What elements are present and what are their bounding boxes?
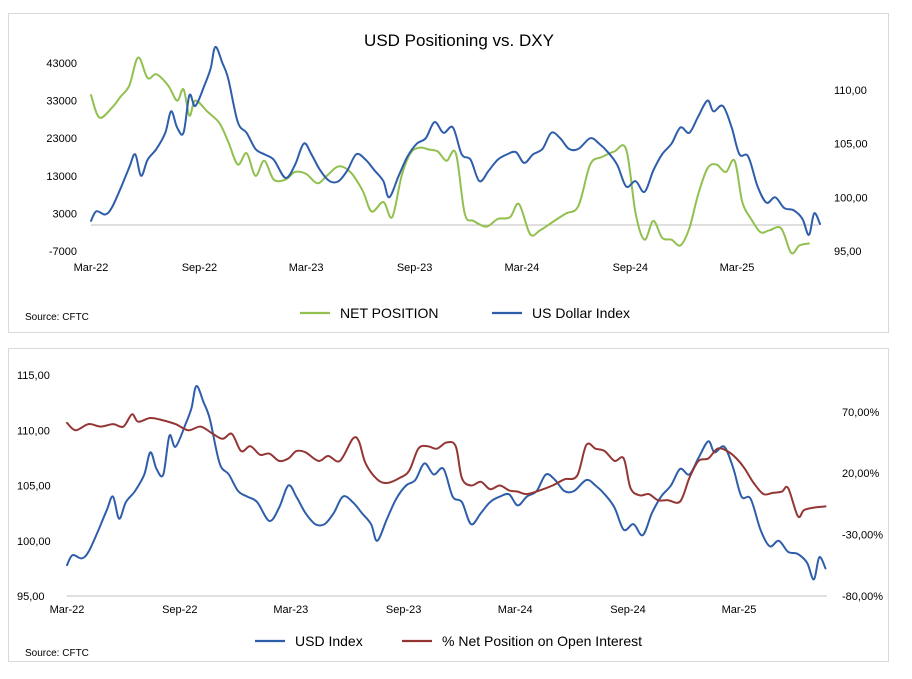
y-right-tick-label: 70,00% [842, 407, 880, 419]
y-left-tick-label: 105,00 [17, 481, 51, 493]
y-left-tick-label: 13000 [46, 171, 77, 183]
x-tick-label: Mar-24 [504, 262, 539, 274]
x-tick-label: Mar-25 [720, 262, 755, 274]
y-right-tick-label: 110,00 [834, 85, 867, 97]
x-tick-label: Sep-22 [162, 604, 197, 616]
chart-top-source: Source: CFTC [25, 312, 89, 323]
y-left-tick-label: 43000 [46, 58, 77, 70]
y-left-tick-label: 3000 [53, 208, 77, 220]
y-right-tick-label: 105,00 [834, 139, 868, 151]
x-tick-label: Sep-24 [613, 262, 648, 274]
legend-label: NET POSITION [340, 305, 439, 321]
series-line-0 [66, 384, 827, 581]
y-left-tick-label: 95,00 [17, 591, 45, 603]
series-line-1 [66, 413, 827, 519]
y-right-tick-label: 100,00 [834, 192, 868, 204]
legend-label: USD Index [295, 633, 363, 649]
chart-top-title: USD Positioning vs. DXY [364, 31, 554, 50]
x-tick-label: Sep-23 [386, 604, 421, 616]
y-left-tick-label: 33000 [46, 96, 77, 108]
y-left-tick-label: 110,00 [17, 425, 50, 437]
x-tick-label: Mar-23 [273, 604, 308, 616]
chart-panel-top: USD Positioning vs. DXY Source: CFTC Mar… [8, 13, 889, 333]
x-tick-label: Mar-23 [289, 262, 324, 274]
x-tick-label: Mar-22 [74, 262, 109, 274]
x-tick-label: Mar-22 [50, 604, 85, 616]
y-left-tick-label: 115,00 [17, 370, 50, 382]
y-left-tick-label: -7000 [49, 246, 77, 258]
y-right-tick-label: 20,00% [842, 468, 880, 480]
y-left-tick-label: 23000 [46, 133, 77, 145]
series-line-1 [90, 45, 822, 236]
x-tick-label: Sep-23 [397, 262, 432, 274]
x-tick-label: Mar-25 [722, 604, 757, 616]
legend-label: % Net Position on Open Interest [442, 633, 642, 649]
x-tick-label: Sep-24 [610, 604, 645, 616]
series-line-0 [90, 56, 810, 255]
x-tick-label: Sep-22 [182, 262, 217, 274]
chart-top-svg: USD Positioning vs. DXY Source: CFTC Mar… [25, 31, 868, 323]
y-right-tick-label: -80,00% [842, 591, 883, 603]
chart-bottom-svg: Source: CFTC Mar-22 Sep-22 Mar-23 Sep-23 Mar… [17, 370, 883, 659]
y-right-tick-label: 95,00 [834, 246, 862, 258]
y-right-tick-label: -30,00% [842, 530, 883, 542]
x-tick-label: Mar-24 [498, 604, 533, 616]
legend-label: US Dollar Index [532, 305, 630, 321]
chart-bottom-source: Source: CFTC [25, 648, 89, 659]
chart-panel-bottom: Source: CFTC Mar-22 Sep-22 Mar-23 Sep-23 Mar… [8, 348, 889, 662]
y-left-tick-label: 100,00 [17, 536, 51, 548]
